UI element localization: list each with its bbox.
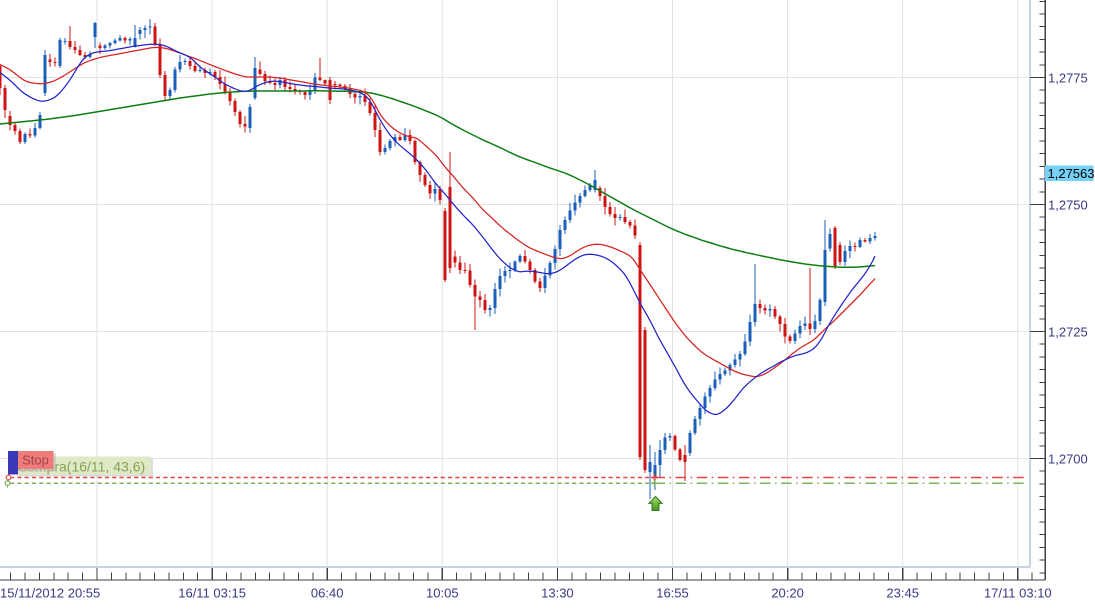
svg-text:16/11 03:15: 16/11 03:15 [178, 586, 246, 601]
svg-text:1,2775: 1,2775 [1048, 71, 1088, 86]
svg-text:10:05: 10:05 [426, 586, 459, 601]
svg-text:1,2725: 1,2725 [1048, 325, 1088, 340]
svg-text:Stop: Stop [22, 453, 49, 468]
svg-text:1,27563: 1,27563 [1048, 166, 1095, 181]
svg-text:17/11 03:10: 17/11 03:10 [984, 586, 1052, 601]
svg-text:1,2700: 1,2700 [1048, 452, 1088, 467]
svg-text:15/11/2012 20:55: 15/11/2012 20:55 [0, 586, 100, 601]
svg-text:16:55: 16:55 [656, 586, 689, 601]
svg-text:1,2750: 1,2750 [1048, 198, 1088, 213]
svg-text:06:40: 06:40 [311, 586, 344, 601]
svg-text:13:30: 13:30 [541, 586, 574, 601]
svg-text:23:45: 23:45 [886, 586, 919, 601]
svg-text:20:20: 20:20 [771, 586, 804, 601]
